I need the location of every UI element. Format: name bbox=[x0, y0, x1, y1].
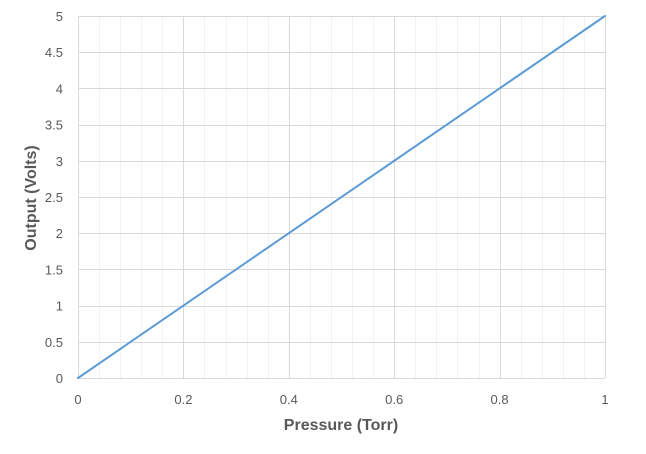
y-tick-label: 3.5 bbox=[45, 118, 63, 133]
y-tick-label: 0.5 bbox=[45, 335, 63, 350]
y-tick-label: 2.5 bbox=[45, 190, 63, 205]
y-tick-label: 2 bbox=[56, 226, 63, 241]
y-tick-label: 4 bbox=[56, 81, 63, 96]
x-tick-label: 0.6 bbox=[385, 392, 403, 407]
y-tick-label: 5 bbox=[56, 9, 63, 24]
major-grid bbox=[78, 16, 606, 379]
x-axis-title: Pressure (Torr) bbox=[284, 417, 398, 434]
x-tick-label: 0 bbox=[74, 392, 81, 407]
y-tick-label: 1 bbox=[56, 299, 63, 314]
y-tick-label: 3 bbox=[56, 154, 63, 169]
y-tick-label: 4.5 bbox=[45, 45, 63, 60]
y-tick-labels: 0 0.5 1 1.5 2 2.5 3 3.5 4 4.5 5 bbox=[45, 9, 63, 386]
y-axis-title: Output (Volts) bbox=[23, 145, 40, 250]
x-tick-label: 0.2 bbox=[174, 392, 192, 407]
x-tick-labels: 0 0.2 0.4 0.6 0.8 1 bbox=[74, 392, 608, 407]
x-tick-label: 1 bbox=[601, 392, 608, 407]
x-tick-label: 0.4 bbox=[280, 392, 298, 407]
series-layer bbox=[77, 15, 606, 379]
series-line bbox=[77, 15, 606, 379]
y-tick-label: 1.5 bbox=[45, 262, 63, 277]
x-tick-label: 0.8 bbox=[491, 392, 509, 407]
y-tick-label: 0 bbox=[56, 371, 63, 386]
